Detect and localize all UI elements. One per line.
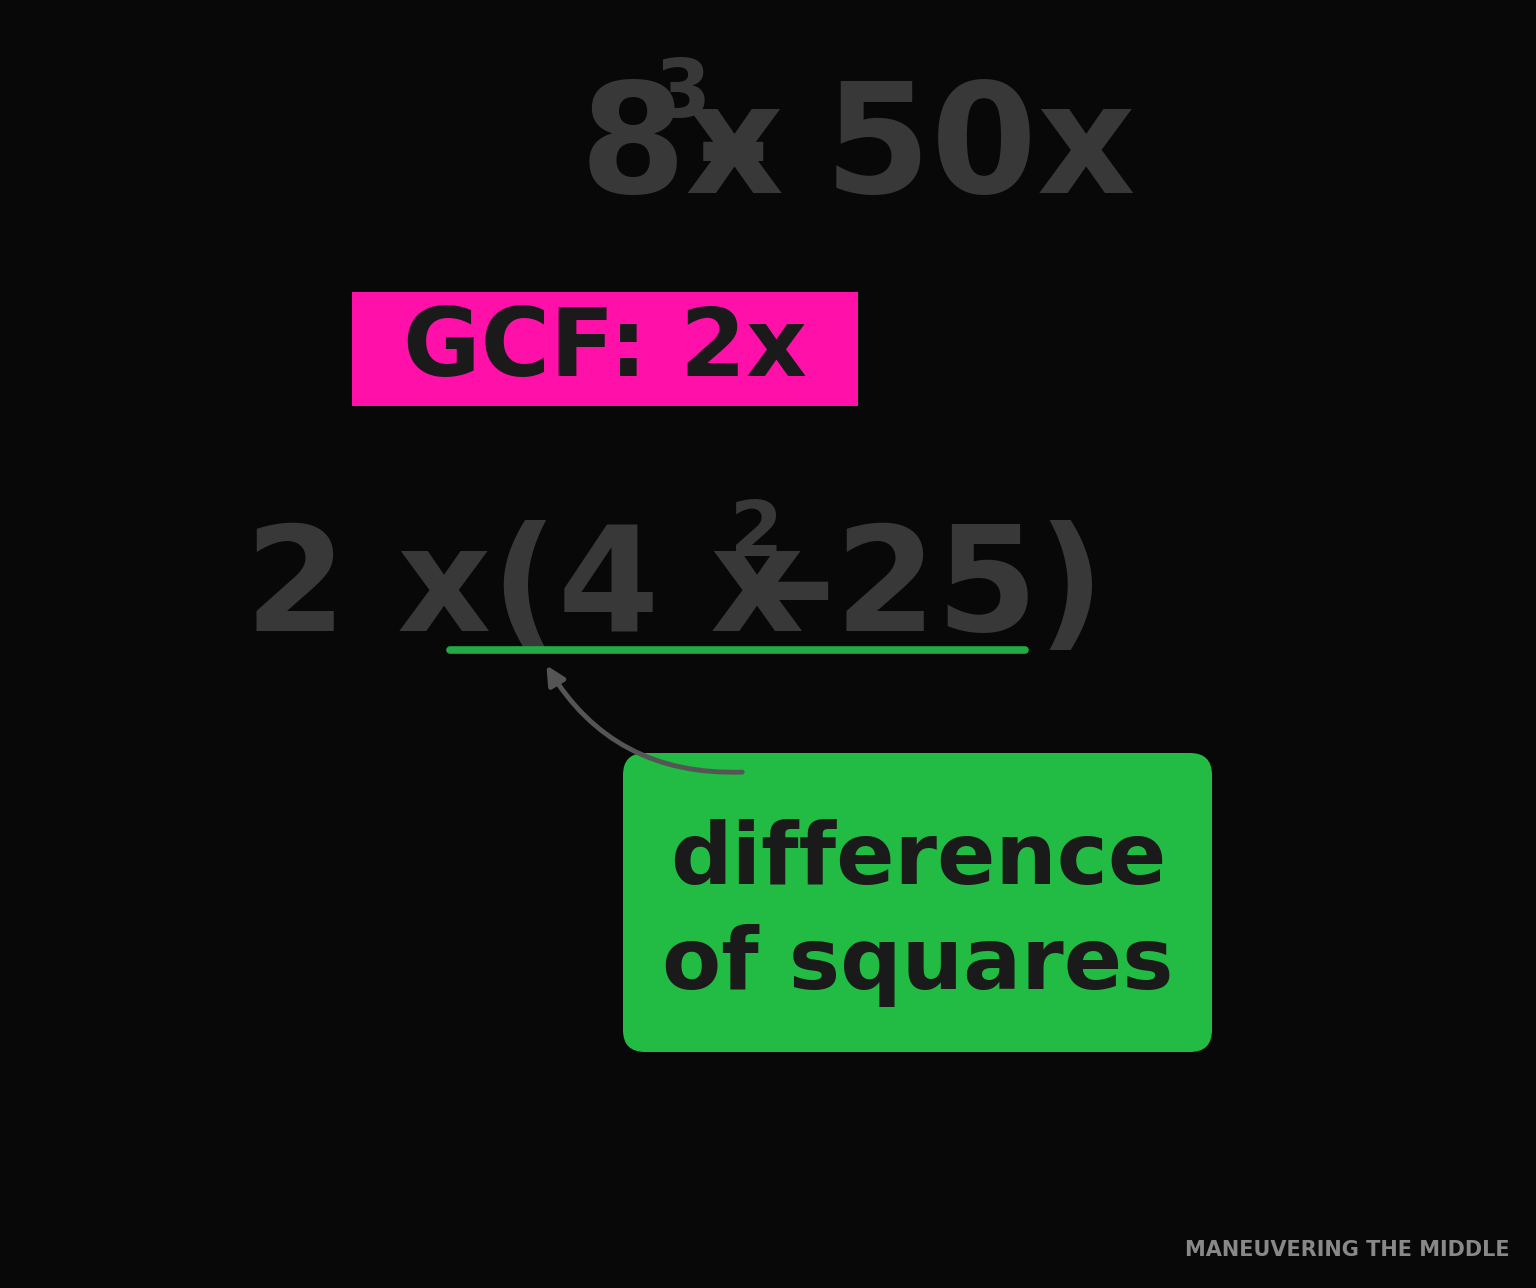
Text: difference: difference [670, 818, 1166, 902]
Text: 2: 2 [730, 498, 783, 572]
FancyBboxPatch shape [352, 292, 859, 406]
Text: GCF: 2x: GCF: 2x [402, 304, 806, 395]
Text: 8x: 8x [581, 76, 785, 224]
Text: 3: 3 [654, 55, 711, 134]
Text: of squares: of squares [662, 923, 1174, 1006]
FancyArrowPatch shape [550, 670, 742, 773]
Text: MANEUVERING THE MIDDLE: MANEUVERING THE MIDDLE [1186, 1240, 1510, 1260]
FancyBboxPatch shape [624, 753, 1212, 1052]
Text: –25): –25) [762, 519, 1104, 661]
Text: – 50x: – 50x [694, 76, 1135, 224]
Text: 2 x(4 x: 2 x(4 x [246, 519, 805, 661]
